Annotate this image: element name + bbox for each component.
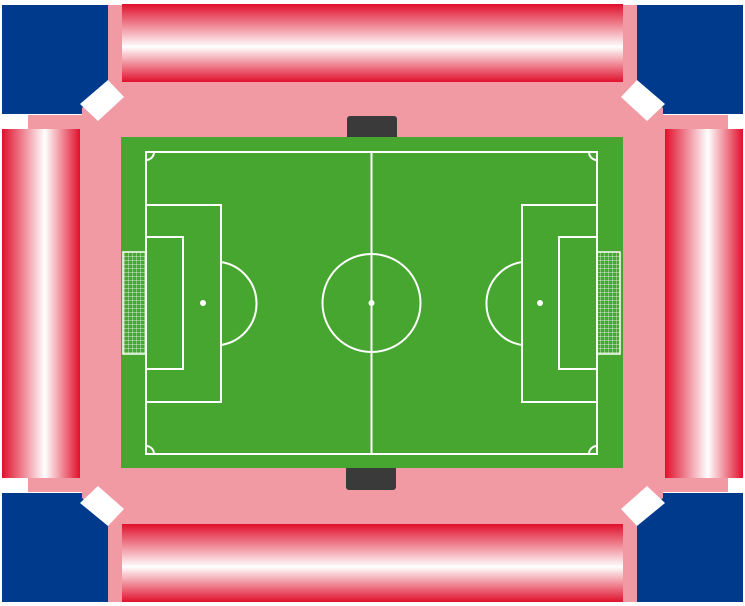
goal-net-icon <box>596 251 621 355</box>
penalty-spot-right <box>537 300 543 306</box>
corner-arc-bottom-left <box>145 445 155 455</box>
dugout-icon <box>346 466 396 490</box>
penalty-spot-left <box>200 300 206 306</box>
corner-gap-bottom-right <box>621 486 665 526</box>
stand-east[interactable] <box>665 129 743 478</box>
stand-south[interactable] <box>122 524 623 602</box>
corner-arc-top-left <box>145 151 155 161</box>
centre-spot <box>368 300 375 306</box>
corner-gap-bottom-left <box>80 486 124 526</box>
penalty-arc-right <box>485 261 523 346</box>
corner-arc-bottom-right <box>588 445 598 455</box>
penalty-arc-left <box>220 261 258 346</box>
corner-arc-top-right <box>588 151 598 161</box>
dugout-icon <box>347 116 397 140</box>
corner-gap-top-right <box>621 80 665 121</box>
centre-circle <box>321 253 422 353</box>
goal-net-icon <box>122 251 147 355</box>
stand-north[interactable] <box>122 4 623 82</box>
corner-gap-top-left <box>80 80 124 121</box>
stand-west[interactable] <box>2 129 80 478</box>
